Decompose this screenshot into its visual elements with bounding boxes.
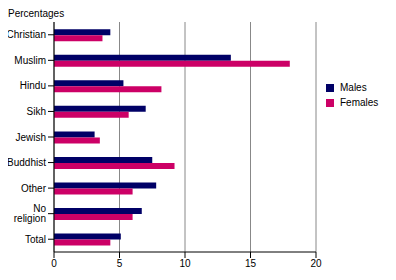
svg-text:Christian: Christian: [8, 29, 46, 40]
svg-text:0: 0: [51, 258, 57, 269]
svg-text:20: 20: [310, 258, 322, 269]
html-text:Females: Females: [340, 97, 379, 108]
html-text:Males: Males: [340, 82, 367, 93]
svg-text:5: 5: [117, 258, 123, 269]
svg-text:Jewish: Jewish: [15, 132, 46, 143]
svg-text:Sikh: Sikh: [27, 106, 46, 117]
svg-text:10: 10: [179, 258, 191, 269]
html-text:Percentages: Percentages: [8, 8, 65, 19]
svg-text:Hindu: Hindu: [20, 80, 46, 91]
svg-text:Noreligion: Noreligion: [14, 203, 47, 224]
svg-text:15: 15: [245, 258, 257, 269]
svg-text:Muslim: Muslim: [14, 55, 46, 66]
svg-text:Total: Total: [25, 234, 46, 245]
svg-text:Buddhist: Buddhist: [8, 157, 46, 168]
svg-text:Other: Other: [21, 183, 47, 194]
